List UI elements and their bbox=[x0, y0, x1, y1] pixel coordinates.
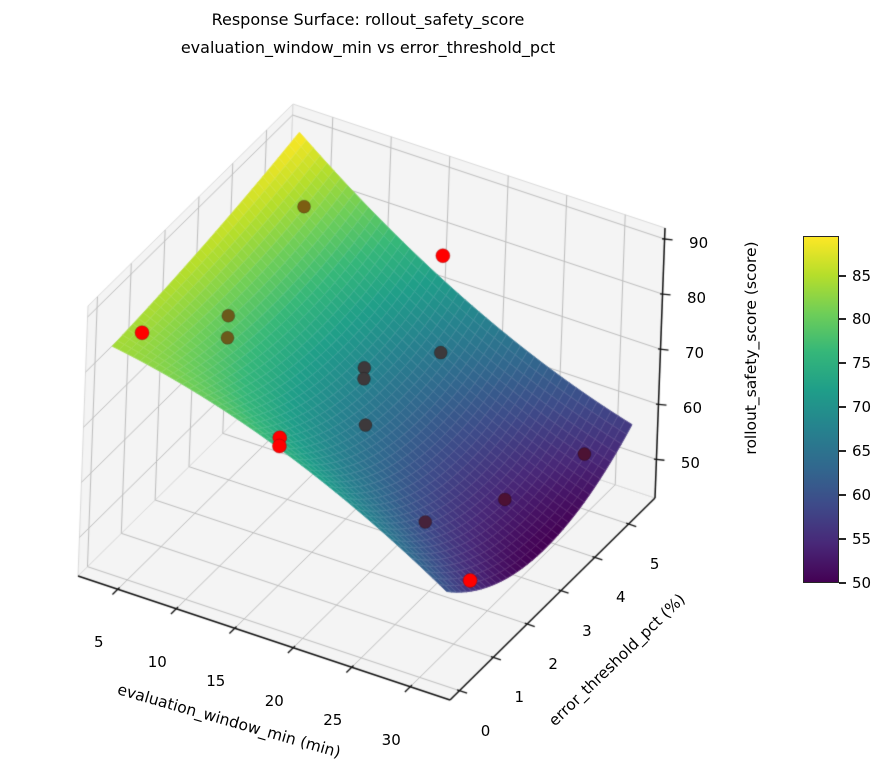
x-tick-label: 15 bbox=[206, 672, 226, 691]
colorbar-tick-mark bbox=[839, 318, 846, 321]
colorbar-gradient bbox=[803, 236, 839, 583]
colorbar-tick-mark bbox=[839, 494, 846, 497]
z-tick-label: 80 bbox=[687, 289, 707, 308]
x-tick-label: 10 bbox=[147, 652, 167, 671]
colorbar-tick-mark bbox=[839, 538, 846, 541]
x-tick-label: 30 bbox=[381, 730, 401, 749]
x-tick-label: 25 bbox=[323, 711, 343, 730]
z-tick-label: 70 bbox=[684, 344, 705, 363]
colorbar-tick-label: 55 bbox=[852, 530, 872, 549]
colorbar-tick-mark bbox=[839, 406, 846, 409]
x-tick-label: 5 bbox=[93, 633, 104, 652]
colorbar-tick-label: 85 bbox=[852, 266, 872, 285]
colorbar-tick-mark bbox=[839, 450, 846, 453]
colorbar-tick-label: 75 bbox=[852, 354, 872, 373]
y-tick-label: 1 bbox=[514, 688, 525, 707]
y-tick-label: 2 bbox=[548, 655, 558, 673]
chart-title-line2: evaluation_window_min vs error_threshold… bbox=[180, 38, 556, 57]
colorbar-tick-label: 70 bbox=[852, 398, 872, 417]
colorbar-tick-mark bbox=[839, 582, 846, 584]
colorbar-tick-mark bbox=[839, 274, 846, 277]
colorbar-tick-label: 80 bbox=[852, 310, 872, 329]
x-tick-label: 20 bbox=[264, 691, 284, 710]
z-tick-label: 50 bbox=[680, 454, 700, 473]
z-tick-label: 60 bbox=[682, 399, 703, 418]
y-tick-label: 5 bbox=[649, 555, 660, 573]
y-tick-label: 3 bbox=[582, 621, 592, 640]
y-tick-label: 0 bbox=[480, 721, 491, 740]
colorbar-tick-label: 65 bbox=[852, 442, 872, 461]
y-tick-label: 4 bbox=[616, 588, 626, 607]
colorbar-tick-mark bbox=[839, 362, 846, 365]
z-tick-label: 90 bbox=[689, 234, 709, 253]
chart-title-line1: Response Surface: rollout_safety_score bbox=[211, 10, 525, 29]
colorbar-tick-label: 50 bbox=[852, 574, 872, 592]
z-axis-label: rollout_safety_score (score) bbox=[742, 241, 760, 455]
colorbar-tick-label: 60 bbox=[852, 486, 872, 505]
chart-title: Response Surface: rollout_safety_score e… bbox=[0, 6, 736, 62]
